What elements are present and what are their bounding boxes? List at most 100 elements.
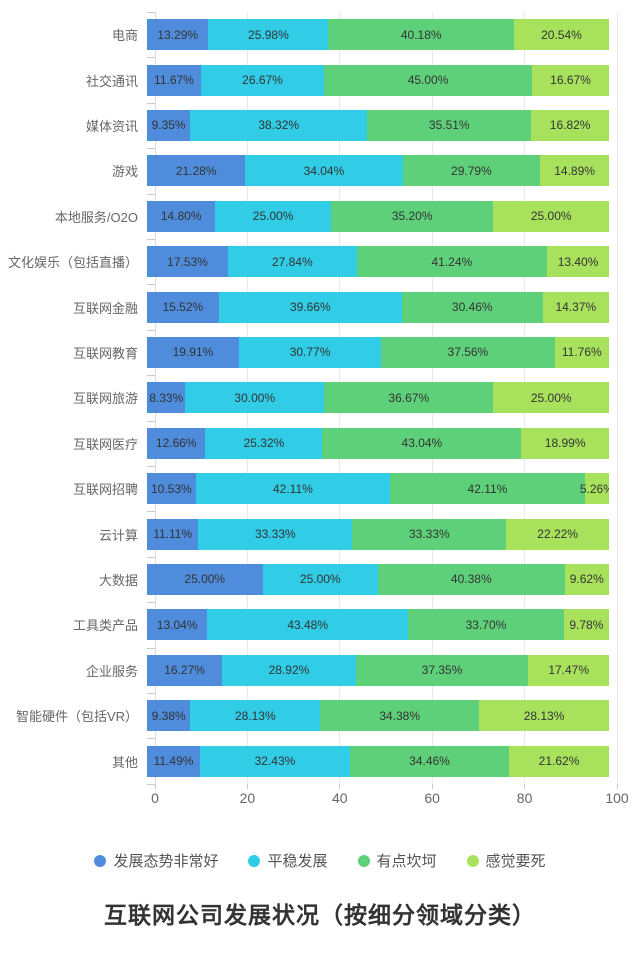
x-axis-tick xyxy=(616,784,618,789)
y-axis-tick xyxy=(147,375,155,377)
y-axis-tick xyxy=(147,738,155,740)
bar-segment: 25.98% xyxy=(208,19,329,51)
bar-row: 电商 13.29% 25.98% 40.18% 20.54% xyxy=(0,12,640,57)
bar-row: 本地服务/O2O 14.80% 25.00% 35.20% 25.00% xyxy=(0,194,640,239)
bar-segment: 26.67% xyxy=(200,64,325,96)
bar-segment: 43.04% xyxy=(322,427,522,459)
bar-segment: 13.40% xyxy=(547,246,609,278)
legend-label: 感觉要死 xyxy=(485,853,546,870)
x-axis-tick xyxy=(431,784,433,789)
bar-segment: 15.52% xyxy=(147,291,219,323)
bar-track: 21.28% 34.04% 29.79% 14.89% xyxy=(147,155,609,187)
bar-track: 11.11% 33.33% 33.33% 22.22% xyxy=(147,518,609,550)
bar-segment: 25.00% xyxy=(262,563,378,595)
bar-segment: 41.24% xyxy=(356,246,548,278)
bar-track: 12.66% 25.32% 43.04% 18.99% xyxy=(147,427,609,459)
bar-segment: 14.89% xyxy=(540,155,609,187)
bar-segment: 9.38% xyxy=(147,700,191,732)
category-label: 互联网教育 xyxy=(72,345,138,361)
y-axis-tick xyxy=(147,12,155,13)
legend-label: 发展态势非常好 xyxy=(113,853,219,870)
bar-segment: 33.70% xyxy=(408,609,564,641)
bar-row: 文化娱乐（包括直播） 17.53% 27.84% 41.24% 13.40% xyxy=(0,239,640,284)
bar-segment: 33.33% xyxy=(198,518,353,550)
y-axis-tick xyxy=(147,466,155,467)
bar-segment: 39.66% xyxy=(218,291,402,323)
bar-segment: 10.53% xyxy=(147,473,196,505)
bar-row: 媒体资讯 9.35% 38.32% 35.51% 16.82% xyxy=(0,103,640,148)
bar-track: 14.80% 25.00% 35.20% 25.00% xyxy=(147,200,609,232)
y-axis-tick xyxy=(147,556,155,558)
chart-title: 互联网公司发展状况（按细分领域分类） xyxy=(104,902,536,928)
bar-segment: 9.35% xyxy=(147,109,191,141)
category-label: 互联网旅游 xyxy=(72,391,138,407)
bar-segment: 21.28% xyxy=(147,155,246,187)
legend-color-dot-icon xyxy=(94,854,107,867)
bar-segment: 34.04% xyxy=(245,155,403,187)
legend-item[interactable]: 平稳发展 xyxy=(248,850,328,871)
bar-segment: 14.80% xyxy=(147,200,216,232)
x-axis-tick xyxy=(246,784,248,789)
bar-segment: 38.32% xyxy=(190,109,368,141)
category-label: 智能硬件（包括VR） xyxy=(15,709,138,725)
bar-segment: 12.66% xyxy=(147,427,206,459)
bar-segment: 43.48% xyxy=(207,609,409,641)
bar-segment: 19.91% xyxy=(147,336,239,368)
x-axis-label: 100 xyxy=(605,790,629,806)
x-axis-label: 80 xyxy=(516,790,533,806)
bar-track: 8.33% 30.00% 36.67% 25.00% xyxy=(147,382,609,414)
bar-segment: 25.00% xyxy=(215,200,331,232)
y-axis-tick xyxy=(147,420,155,422)
category-label: 电商 xyxy=(111,28,138,44)
bar-row: 互联网教育 19.91% 30.77% 37.56% 11.76% xyxy=(0,330,640,375)
category-label: 大数据 xyxy=(98,572,138,588)
bar-segment: 18.99% xyxy=(521,427,609,459)
bar-segment: 35.51% xyxy=(367,109,532,141)
bar-segment: 25.00% xyxy=(493,200,609,232)
category-label: 其他 xyxy=(111,754,138,770)
bar-segment: 5.26% xyxy=(580,473,609,505)
bar-track: 10.53%42.11%42.11%5.26% xyxy=(147,473,609,505)
plot-area: 电商 13.29% 25.98% 40.18% 20.54% 社交通讯 11.67% 26.6… xyxy=(0,12,640,785)
legend-color-dot-icon xyxy=(357,854,370,867)
y-axis-tick xyxy=(147,148,155,150)
bar-segment: 21.62% xyxy=(509,745,609,777)
y-axis-tick xyxy=(147,239,155,240)
legend-item[interactable]: 发展态势非常好 xyxy=(94,850,218,871)
y-axis-tick xyxy=(147,193,155,195)
bar-segment: 37.35% xyxy=(355,654,529,686)
y-axis-tick xyxy=(147,284,155,286)
bar-segment: 33.33% xyxy=(352,518,507,550)
bar-segment: 28.13% xyxy=(190,700,321,732)
x-axis-label: 20 xyxy=(239,790,256,806)
bar-segment: 11.67% xyxy=(147,64,201,96)
category-label: 互联网金融 xyxy=(72,300,138,316)
category-label: 云计算 xyxy=(98,527,138,543)
y-axis-tick xyxy=(147,647,155,649)
bar-segment: 20.54% xyxy=(514,19,609,51)
bar-segment: 27.84% xyxy=(227,246,357,278)
legend-item[interactable]: 有点坎坷 xyxy=(357,850,437,871)
bar-segment: 11.11% xyxy=(147,518,199,550)
category-label: 企业服务 xyxy=(85,663,138,679)
bar-segment: 14.37% xyxy=(542,291,609,323)
bar-row: 大数据 25.00% 25.00% 40.38% 9.62% xyxy=(0,557,640,602)
x-axis-tick xyxy=(154,784,156,789)
bar-segment: 32.43% xyxy=(200,745,350,777)
bar-segment: 9.78% xyxy=(563,609,609,641)
bar-row: 云计算 11.11% 33.33% 33.33% 22.22% xyxy=(0,511,640,556)
bar-segment: 40.18% xyxy=(328,19,515,51)
bar-row: 社交通讯 11.67% 26.67% 45.00% 16.67% xyxy=(0,57,640,102)
legend-item[interactable]: 感觉要死 xyxy=(466,850,546,871)
x-axis: 0 20 40 60 80 100 xyxy=(0,790,640,810)
x-axis-tick xyxy=(524,784,526,789)
category-label: 本地服务/O2O xyxy=(54,209,138,225)
x-axis-label: 40 xyxy=(332,790,348,806)
bar-segment: 25.00% xyxy=(147,563,263,595)
y-axis-tick xyxy=(147,57,155,59)
bar-track: 11.67% 26.67% 45.00% 16.67% xyxy=(147,64,609,96)
bar-segment: 36.67% xyxy=(324,382,494,414)
bar-track: 9.35% 38.32% 35.51% 16.82% xyxy=(147,109,609,141)
bar-segment: 42.11% xyxy=(390,473,585,505)
